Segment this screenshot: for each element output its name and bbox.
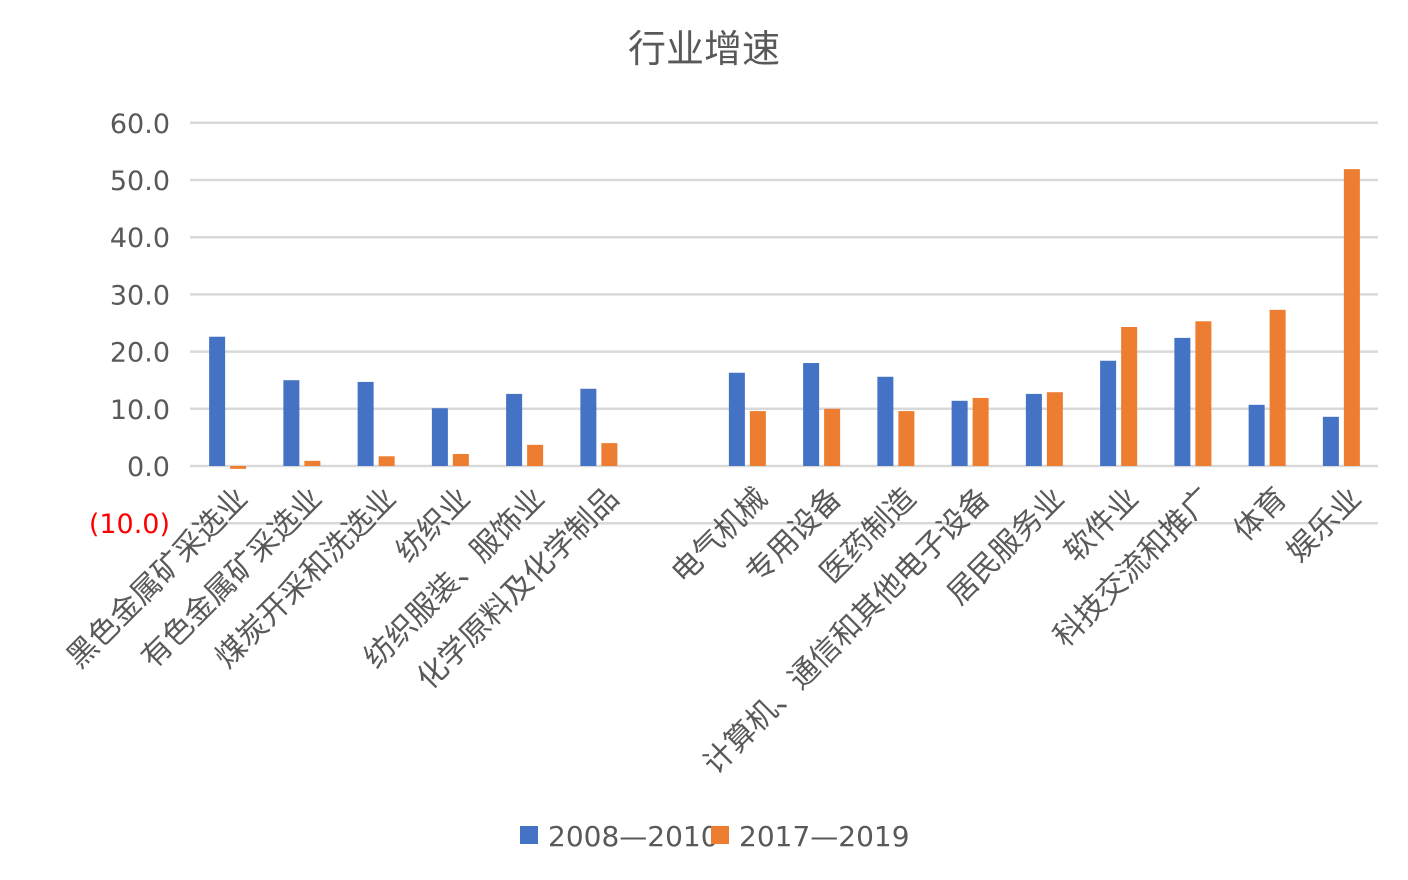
legend-swatch-series-2 xyxy=(711,826,729,844)
bar-series-1 xyxy=(209,336,226,466)
bar-series-2 xyxy=(378,456,395,466)
bar-series-1 xyxy=(951,400,968,466)
bar-series-2 xyxy=(452,453,469,466)
y-tick-label: 0.0 xyxy=(127,452,170,483)
y-tick-label: 60.0 xyxy=(110,109,170,140)
bar-series-1 xyxy=(283,380,300,466)
y-tick-label: 20.0 xyxy=(110,338,170,369)
bar-series-1 xyxy=(1025,393,1042,466)
bar-series-2 xyxy=(1195,321,1212,466)
bar-series-2 xyxy=(1343,169,1360,466)
bar-series-1 xyxy=(580,388,597,466)
bar-series-1 xyxy=(357,381,374,466)
y-tick-label: (10.0) xyxy=(89,509,170,540)
bar-series-2 xyxy=(1046,392,1063,466)
bar-series-2 xyxy=(972,397,989,466)
y-tick-label: 50.0 xyxy=(110,166,170,197)
bar-series-2 xyxy=(1121,327,1138,466)
bar-series-2 xyxy=(230,466,247,469)
y-tick-label: 10.0 xyxy=(110,395,170,426)
legend-label-series-1: 2008—2010 xyxy=(548,820,719,853)
bar-series-2 xyxy=(304,460,321,466)
bar-series-2 xyxy=(1269,309,1286,466)
legend-label-series-2: 2017—2019 xyxy=(739,820,910,853)
x-tick-label: 娱乐业 xyxy=(1280,481,1368,569)
chart-title: 行业增速 xyxy=(628,27,780,71)
bar-series-1 xyxy=(506,393,523,466)
bar-series-2 xyxy=(749,411,766,466)
bar-series-2 xyxy=(527,444,544,466)
bar-series-2 xyxy=(601,443,618,466)
y-tick-label: 30.0 xyxy=(110,280,170,311)
legend: 2008—2010 2017—2019 xyxy=(520,820,910,853)
bar-series-1 xyxy=(1100,360,1117,466)
bar-series-1 xyxy=(1248,404,1265,466)
bar-series-1 xyxy=(1322,416,1339,466)
bar-series-1 xyxy=(431,408,448,466)
x-tick-label: 体育 xyxy=(1227,481,1294,548)
y-tick-label: 40.0 xyxy=(110,223,170,254)
bar-series-2 xyxy=(824,408,841,466)
bar-series-1 xyxy=(803,363,820,466)
bar-series-1 xyxy=(877,376,894,466)
bar-series-2 xyxy=(898,411,915,466)
bar-series-1 xyxy=(728,372,745,466)
bar-series-1 xyxy=(1174,337,1191,466)
legend-swatch-series-1 xyxy=(520,826,538,844)
